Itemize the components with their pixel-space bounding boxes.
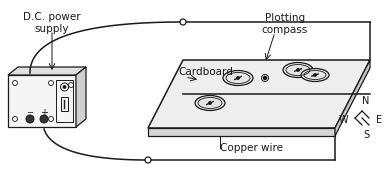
Text: N: N: [362, 96, 370, 106]
Ellipse shape: [301, 68, 329, 81]
Circle shape: [297, 69, 299, 71]
Polygon shape: [335, 60, 370, 136]
Circle shape: [63, 86, 66, 88]
Polygon shape: [8, 75, 76, 127]
Text: Plotting
compass: Plotting compass: [262, 13, 308, 35]
Circle shape: [314, 74, 316, 76]
Text: +: +: [40, 108, 48, 118]
Polygon shape: [76, 67, 86, 127]
Ellipse shape: [195, 96, 225, 111]
Circle shape: [209, 102, 211, 104]
Text: D.C. power
supply: D.C. power supply: [23, 12, 81, 34]
Text: S: S: [363, 130, 369, 140]
Polygon shape: [148, 128, 335, 136]
Polygon shape: [8, 67, 86, 75]
Bar: [56, 80, 73, 122]
Text: W: W: [338, 115, 348, 125]
Text: −: −: [27, 109, 33, 117]
Circle shape: [180, 19, 186, 25]
Ellipse shape: [283, 63, 313, 77]
Text: Copper wire: Copper wire: [220, 143, 283, 153]
Bar: [61, 97, 68, 111]
Circle shape: [261, 74, 269, 81]
Circle shape: [40, 115, 48, 123]
Circle shape: [26, 115, 34, 123]
Ellipse shape: [223, 70, 253, 85]
Polygon shape: [148, 60, 370, 128]
Circle shape: [145, 157, 151, 163]
Text: Cardboard: Cardboard: [178, 67, 233, 77]
Text: E: E: [376, 115, 382, 125]
Circle shape: [263, 76, 267, 79]
Circle shape: [237, 77, 239, 79]
